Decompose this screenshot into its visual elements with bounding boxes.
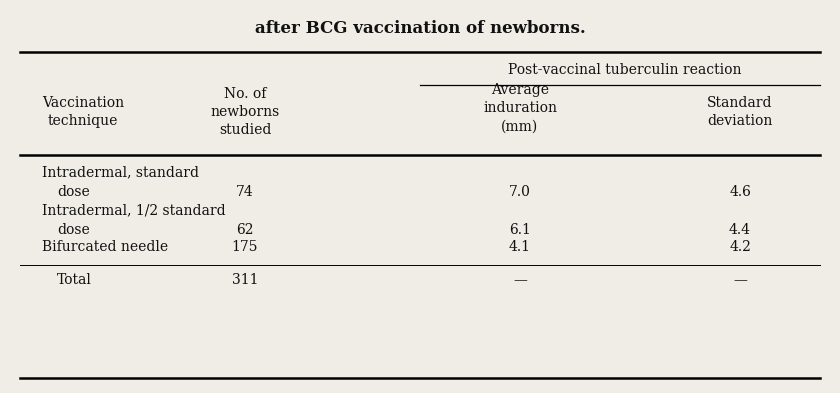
Text: Standard
deviation: Standard deviation	[707, 96, 773, 128]
Text: Intradermal, 1/2 standard: Intradermal, 1/2 standard	[42, 203, 226, 217]
Text: 6.1: 6.1	[509, 223, 531, 237]
Text: 74: 74	[236, 185, 254, 199]
Text: No. of
newborns
studied: No. of newborns studied	[210, 86, 280, 138]
Text: Average
induration
(mm): Average induration (mm)	[483, 83, 557, 133]
Text: 62: 62	[236, 223, 254, 237]
Text: 4.1: 4.1	[509, 240, 531, 254]
Text: 4.6: 4.6	[729, 185, 751, 199]
Text: 7.0: 7.0	[509, 185, 531, 199]
Text: —: —	[513, 273, 527, 287]
Text: Vaccination
technique: Vaccination technique	[42, 96, 124, 128]
Text: dose: dose	[57, 223, 90, 237]
Text: after BCG vaccination of newborns.: after BCG vaccination of newborns.	[255, 20, 585, 37]
Text: 311: 311	[232, 273, 258, 287]
Text: dose: dose	[57, 185, 90, 199]
Text: Bifurcated needle: Bifurcated needle	[42, 240, 168, 254]
Text: 4.2: 4.2	[729, 240, 751, 254]
Text: —: —	[733, 273, 747, 287]
Text: Total: Total	[57, 273, 92, 287]
Text: Intradermal, standard: Intradermal, standard	[42, 165, 199, 179]
Text: Post-vaccinal tuberculin reaction: Post-vaccinal tuberculin reaction	[508, 63, 742, 77]
Text: 4.4: 4.4	[729, 223, 751, 237]
Text: 175: 175	[232, 240, 258, 254]
